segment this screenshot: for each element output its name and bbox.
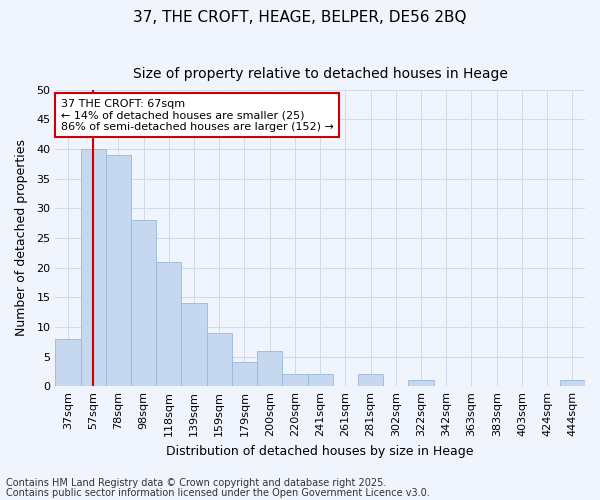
Y-axis label: Number of detached properties: Number of detached properties: [15, 140, 28, 336]
Bar: [106, 155, 131, 386]
Bar: [181, 303, 206, 386]
Bar: [358, 374, 383, 386]
Title: Size of property relative to detached houses in Heage: Size of property relative to detached ho…: [133, 68, 508, 82]
Bar: [156, 262, 181, 386]
X-axis label: Distribution of detached houses by size in Heage: Distribution of detached houses by size …: [166, 444, 474, 458]
Text: Contains HM Land Registry data © Crown copyright and database right 2025.: Contains HM Land Registry data © Crown c…: [6, 478, 386, 488]
Text: 37 THE CROFT: 67sqm
← 14% of detached houses are smaller (25)
86% of semi-detach: 37 THE CROFT: 67sqm ← 14% of detached ho…: [61, 98, 334, 132]
Bar: [131, 220, 156, 386]
Bar: [232, 362, 257, 386]
Bar: [560, 380, 585, 386]
Text: Contains public sector information licensed under the Open Government Licence v3: Contains public sector information licen…: [6, 488, 430, 498]
Bar: [55, 338, 80, 386]
Bar: [409, 380, 434, 386]
Bar: [283, 374, 308, 386]
Bar: [206, 333, 232, 386]
Bar: [308, 374, 333, 386]
Bar: [257, 350, 283, 386]
Bar: [80, 149, 106, 386]
Text: 37, THE CROFT, HEAGE, BELPER, DE56 2BQ: 37, THE CROFT, HEAGE, BELPER, DE56 2BQ: [133, 10, 467, 25]
